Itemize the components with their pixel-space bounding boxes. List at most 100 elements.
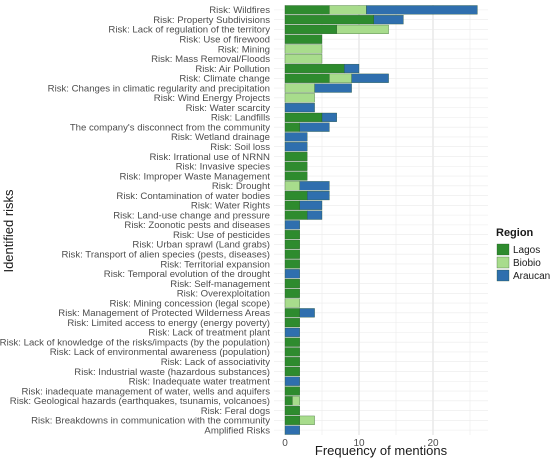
category-label: Risk: Changes in climatic regularity and… xyxy=(48,83,270,94)
category-label: Risk: Soil loss xyxy=(210,142,270,153)
bar-lagos xyxy=(284,63,345,74)
category-label: Risk: Climate change xyxy=(179,74,270,85)
bar-lagos xyxy=(284,161,308,171)
bar-biobio xyxy=(292,396,300,406)
bar-araucania xyxy=(284,327,300,337)
bar-biobio xyxy=(299,415,315,425)
bar-araucania xyxy=(321,112,337,122)
bar-lagos xyxy=(284,122,300,132)
bar-lagos xyxy=(284,357,300,367)
x-axis-title: Frequency of mentions xyxy=(315,443,448,458)
category-label: Risk: inadequate management of water, we… xyxy=(21,386,270,397)
category-label: Risk: Property Subdivisions xyxy=(153,15,270,26)
category-label: Risk: Inadequate water treatment xyxy=(129,377,271,388)
bar-araucania xyxy=(344,63,360,74)
bar-lagos xyxy=(284,288,300,298)
bar-araucania xyxy=(284,269,300,279)
category-label: Risk: Self-management xyxy=(170,279,270,290)
x-tick-labels: 0 10 20 xyxy=(282,438,439,449)
bar-lagos xyxy=(284,259,300,269)
legend-label: Lagos xyxy=(513,245,540,256)
bar-lagos xyxy=(284,210,308,220)
bar-biobio xyxy=(284,298,300,308)
bar-biobio xyxy=(284,181,300,191)
bar-lagos xyxy=(284,318,300,328)
category-label: Risk: Water Rights xyxy=(191,201,270,212)
bar-lagos xyxy=(284,386,300,396)
bar-biobio xyxy=(284,83,315,93)
category-label: Risk: Temporal evolution of the drought xyxy=(104,269,271,280)
bar-araucania xyxy=(299,181,330,191)
legend-label: Biobio xyxy=(513,258,541,269)
bar-araucania xyxy=(284,103,315,113)
category-label: Risk: Wind Energy Projects xyxy=(154,93,270,104)
legend-key-biobio xyxy=(496,256,510,269)
category-label: Risk: Use of pesticides xyxy=(173,230,270,241)
category-label: Risk: Improper Waste Management xyxy=(119,171,270,182)
bar-araucania xyxy=(299,200,323,210)
category-label: Risk: Geological hazards (earthquakes, t… xyxy=(10,396,270,407)
category-label: Risk: Invasive species xyxy=(176,162,271,173)
category-label: Risk: Lack of regulation of the territor… xyxy=(108,25,270,36)
bar-araucania xyxy=(351,73,389,83)
category-label: Risk: Lack of associativity xyxy=(161,357,271,368)
bar-lagos xyxy=(284,406,300,416)
bar-biobio xyxy=(284,44,323,54)
category-label: Risk: Mining xyxy=(218,44,270,55)
category-label: Risk: Zoonotic pests and diseases xyxy=(124,220,270,231)
bar-lagos xyxy=(284,191,308,201)
category-label: Risk: Landfills xyxy=(211,113,270,124)
bar-araucania xyxy=(299,308,315,318)
category-label: Risk: Irrational use of NRNN xyxy=(150,152,271,163)
bar-araucania xyxy=(366,5,478,15)
category-label: Risk: Management of Protected Wilderness… xyxy=(58,308,270,319)
bar-lagos xyxy=(284,151,308,162)
bar-lagos xyxy=(284,24,337,34)
category-label: Risk: Mass Removal/Floods xyxy=(151,54,270,65)
category-label: Risk: Mining concession (legal scope) xyxy=(110,298,271,309)
category-label: Risk: Urban sprawl (Land grabs) xyxy=(132,240,270,251)
category-label: Risk: Air Pollution xyxy=(195,64,270,75)
category-label: Risk: Wetland drainage xyxy=(171,132,270,143)
bar-lagos xyxy=(284,249,300,259)
bar-lagos xyxy=(284,366,300,377)
bar-lagos xyxy=(284,337,300,347)
category-label: Risk: Transport of alien species (pests,… xyxy=(62,250,271,261)
bar-lagos xyxy=(284,396,293,406)
category-label: Risk: Feral dogs xyxy=(201,406,271,417)
bar-biobio xyxy=(284,93,315,103)
bar-araucania xyxy=(307,210,323,220)
category-label: Risk: Water scarcity xyxy=(186,103,271,114)
category-label: Risk: Breakdowns in communication with t… xyxy=(31,416,270,427)
category-label: Risk: Use of firewood xyxy=(179,35,270,46)
category-label: Amplified Risks xyxy=(204,425,270,436)
bar-araucania xyxy=(373,15,404,25)
bar-lagos xyxy=(284,278,300,289)
bar-araucania xyxy=(284,142,308,152)
bar-araucania xyxy=(299,122,330,132)
legend-label: Araucania xyxy=(513,271,550,282)
x-tick-label: 20 xyxy=(427,438,439,449)
category-label: Risk: Drought xyxy=(212,181,270,192)
category-label: Risk: Contamination of water bodies xyxy=(116,191,270,202)
category-label: Risk: Land-use change and pressure xyxy=(113,210,270,221)
bar-lagos xyxy=(284,34,323,44)
bar-biobio xyxy=(336,24,389,34)
category-label: Risk: Lack of knowledge of the risks/imp… xyxy=(0,337,270,348)
bar-araucania xyxy=(284,425,300,435)
bar-lagos xyxy=(284,5,330,15)
x-tick-label: 10 xyxy=(353,438,365,449)
legend: Region Lagos Biobio Araucania xyxy=(496,227,550,282)
bar-biobio xyxy=(284,54,323,64)
category-label: Risk: Wildfires xyxy=(209,5,270,16)
bar-lagos xyxy=(284,308,300,318)
bar-araucania xyxy=(284,220,300,230)
legend-key-lagos xyxy=(496,243,510,256)
bar-araucania xyxy=(307,191,330,201)
bar-lagos xyxy=(284,200,300,210)
bar-araucania xyxy=(284,376,300,386)
bar-lagos xyxy=(284,415,300,425)
category-label: Risk: Limited access to energy (energy p… xyxy=(67,318,270,329)
